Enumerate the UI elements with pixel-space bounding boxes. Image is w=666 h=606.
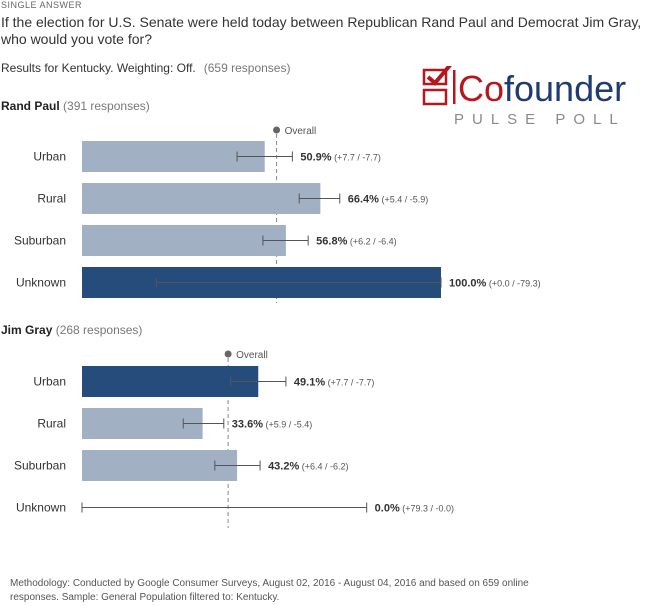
panel-subtitle: (391 responses) <box>60 99 150 113</box>
category-label: Unknown <box>16 501 66 515</box>
value-label: 43.2% <box>268 461 299 473</box>
error-label: (+0.0 / -79.3) <box>486 279 540 289</box>
category-label: Rural <box>37 417 66 431</box>
logo-brand-co: Co <box>458 68 504 109</box>
bar <box>82 183 321 214</box>
value-label: 66.4% <box>348 194 379 206</box>
panel-subtitle: (268 responses) <box>52 323 142 337</box>
question-type-label: SINGLE ANSWER <box>1 0 83 10</box>
category-label: Urban <box>33 375 66 389</box>
panel-title: Jim Gray (268 responses) <box>1 323 142 337</box>
category-label: Suburban <box>14 459 66 473</box>
data-label: 33.6% (+5.9 / -5.4) <box>232 419 312 431</box>
category-label: Rural <box>37 192 66 206</box>
cofounder-logo: Co founder PULSE POLL <box>422 66 626 128</box>
logo-tagline: PULSE POLL <box>454 111 626 128</box>
overall-label: Overall <box>236 350 268 361</box>
logo-divider <box>453 70 456 104</box>
checkbox-icon <box>422 66 452 106</box>
value-label: 33.6% <box>232 419 263 431</box>
error-label: (+5.4 / -5.9) <box>379 195 428 205</box>
overall-label: Overall <box>285 126 317 137</box>
total-responses: (659 responses) <box>203 61 291 75</box>
bar <box>82 141 265 172</box>
bar <box>82 408 203 439</box>
category-label: Suburban <box>14 234 66 248</box>
bar <box>82 225 286 256</box>
data-label: 66.4% (+5.4 / -5.9) <box>348 194 428 206</box>
category-label: Urban <box>33 150 66 164</box>
value-label: 50.9% <box>300 152 331 164</box>
bar <box>82 450 238 481</box>
value-label: 56.8% <box>316 236 347 248</box>
error-label: (+7.7 / -7.7) <box>332 153 381 163</box>
category-label: Unknown <box>16 276 66 290</box>
error-label: (+5.9 / -5.4) <box>263 420 312 430</box>
panel-title-name: Jim Gray <box>1 323 53 337</box>
data-label: 43.2% (+6.4 / -6.2) <box>268 461 348 473</box>
methodology-note: Methodology: Conducted by Google Consume… <box>10 578 529 603</box>
panel-title: Rand Paul (391 responses) <box>1 99 150 113</box>
data-label: 100.0% (+0.0 / -79.3) <box>449 278 541 290</box>
results-filter-text: Results for Kentucky. Weighting: Off. <box>1 61 196 75</box>
overall-marker <box>273 126 281 134</box>
error-label: (+79.3 / -0.0) <box>400 504 454 514</box>
value-label: 49.1% <box>294 377 325 389</box>
crosstab-chart: Rand Paul (391 responses) Overall Urban 50.… <box>1 99 541 528</box>
data-label: 56.8% (+6.2 / -6.4) <box>316 236 396 248</box>
value-label: 100.0% <box>449 278 487 290</box>
error-label: (+6.4 / -6.2) <box>299 462 348 472</box>
data-label: 49.1% (+7.7 / -7.7) <box>294 377 374 389</box>
data-label: 0.0% (+79.3 / -0.0) <box>375 503 454 515</box>
logo-brand-rest: founder <box>504 68 626 109</box>
panel-title-name: Rand Paul <box>1 99 60 113</box>
error-label: (+7.7 / -7.7) <box>325 378 374 388</box>
question-text: If the election for U.S. Senate were hel… <box>1 14 642 47</box>
error-label: (+6.2 / -6.4) <box>347 237 396 247</box>
results-line: Results for Kentucky. Weighting: Off. (65… <box>1 61 290 75</box>
data-label: 50.9% (+7.7 / -7.7) <box>300 152 380 164</box>
overall-marker <box>224 350 232 358</box>
value-label: 0.0% <box>375 503 400 515</box>
bar <box>82 366 259 397</box>
